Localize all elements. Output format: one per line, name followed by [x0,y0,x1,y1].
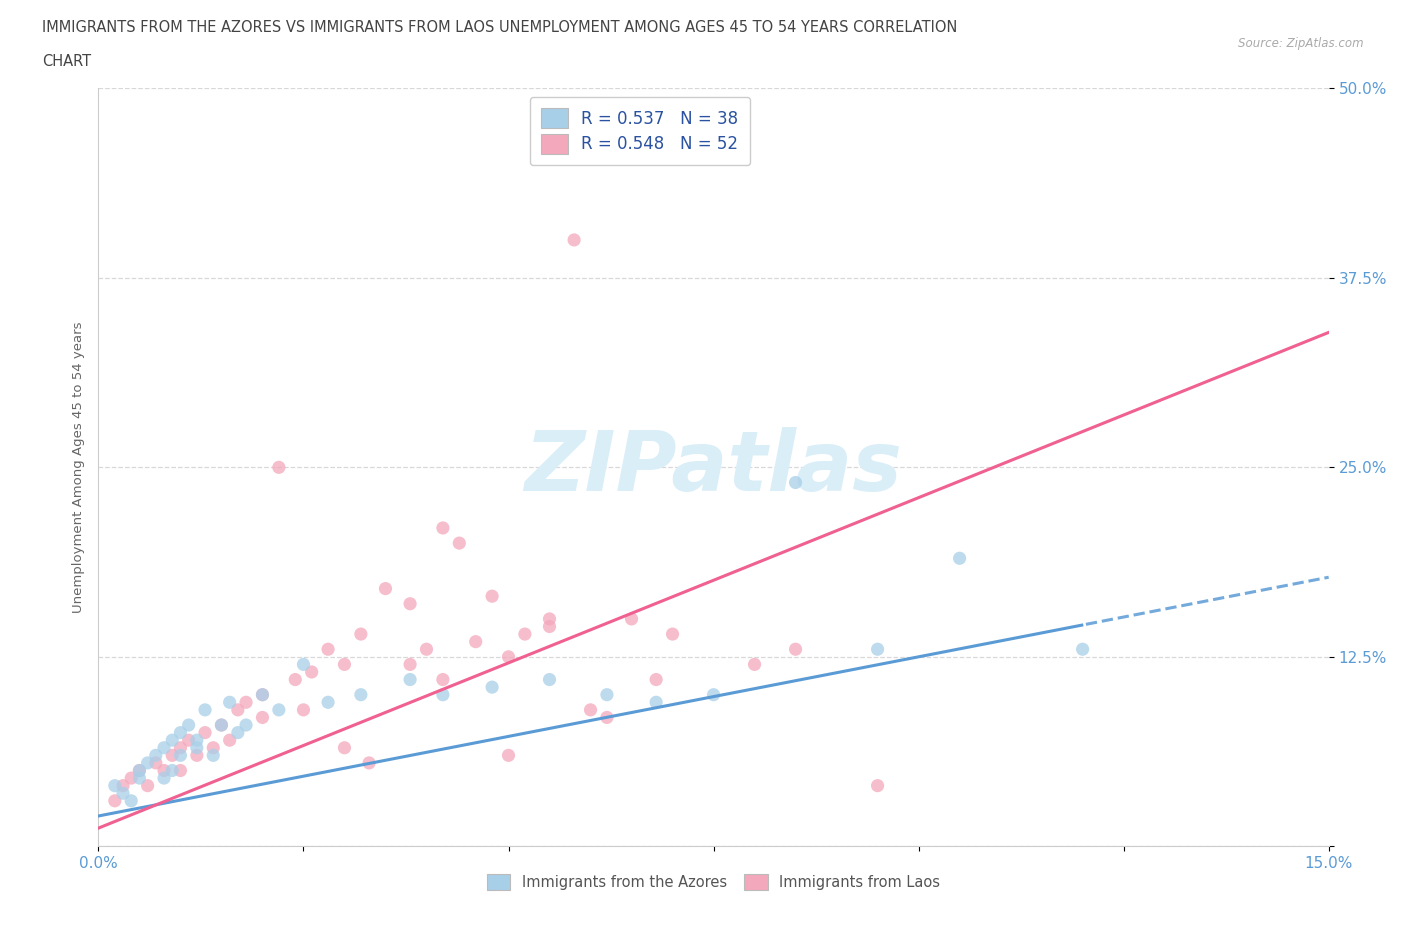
Point [481,589,503,604]
Point [211,718,233,733]
Point [252,710,274,724]
Point [136,778,159,793]
Point [449,536,471,551]
Point [112,786,135,801]
Point [596,710,619,724]
Point [481,680,503,695]
Point [177,718,200,733]
Point [399,672,422,687]
Point [399,596,422,611]
Point [333,740,356,755]
Point [645,695,668,710]
Text: ZIPatlas: ZIPatlas [524,427,903,508]
Point [145,755,167,770]
Point [284,672,307,687]
Point [112,778,135,793]
Point [169,725,191,740]
Point [226,725,249,740]
Point [432,672,454,687]
Point [645,672,668,687]
Point [267,702,290,717]
Point [301,665,323,680]
Point [169,748,191,763]
Legend: Immigrants from the Azores, Immigrants from Laos: Immigrants from the Azores, Immigrants f… [481,869,946,896]
Point [866,642,889,657]
Point [1071,642,1094,657]
Point [186,740,208,755]
Point [562,232,585,247]
Point [620,612,643,627]
Point [359,755,381,770]
Point [949,551,972,565]
Point [153,763,176,777]
Point [235,695,257,710]
Point [104,793,127,808]
Point [153,771,176,786]
Point [292,702,315,717]
Point [128,771,150,786]
Point [464,634,486,649]
Point [211,718,233,733]
Point [399,657,422,671]
Point [194,725,217,740]
Point [374,581,396,596]
Point [162,733,183,748]
Point [177,733,200,748]
Point [538,612,561,627]
Point [162,763,183,777]
Point [128,763,150,777]
Point [235,718,257,733]
Point [136,755,159,770]
Point [292,657,315,671]
Point [432,521,454,536]
Point [169,763,191,777]
Point [267,460,290,475]
Point [252,687,274,702]
Point [145,748,167,763]
Point [415,642,437,657]
Point [128,763,150,777]
Point [703,687,725,702]
Point [202,740,225,755]
Point [316,695,339,710]
Point [202,748,225,763]
Point [186,748,208,763]
Point [252,687,274,702]
Point [226,702,249,717]
Point [316,642,339,657]
Y-axis label: Unemployment Among Ages 45 to 54 years: Unemployment Among Ages 45 to 54 years [72,322,84,613]
Text: IMMIGRANTS FROM THE AZORES VS IMMIGRANTS FROM LAOS UNEMPLOYMENT AMONG AGES 45 TO: IMMIGRANTS FROM THE AZORES VS IMMIGRANTS… [42,20,957,35]
Point [169,740,191,755]
Point [153,740,176,755]
Point [120,793,142,808]
Point [104,778,127,793]
Text: CHART: CHART [42,54,91,69]
Point [498,649,520,664]
Point [218,733,240,748]
Point [432,687,454,702]
Point [350,687,373,702]
Point [538,619,561,634]
Point [218,695,240,710]
Point [866,778,889,793]
Point [194,702,217,717]
Point [350,627,373,642]
Text: Source: ZipAtlas.com: Source: ZipAtlas.com [1239,37,1364,50]
Point [120,771,142,786]
Point [538,672,561,687]
Point [162,748,183,763]
Point [785,642,807,657]
Point [661,627,683,642]
Point [744,657,766,671]
Point [785,475,807,490]
Point [579,702,602,717]
Point [513,627,536,642]
Point [186,733,208,748]
Point [596,687,619,702]
Point [498,748,520,763]
Point [333,657,356,671]
